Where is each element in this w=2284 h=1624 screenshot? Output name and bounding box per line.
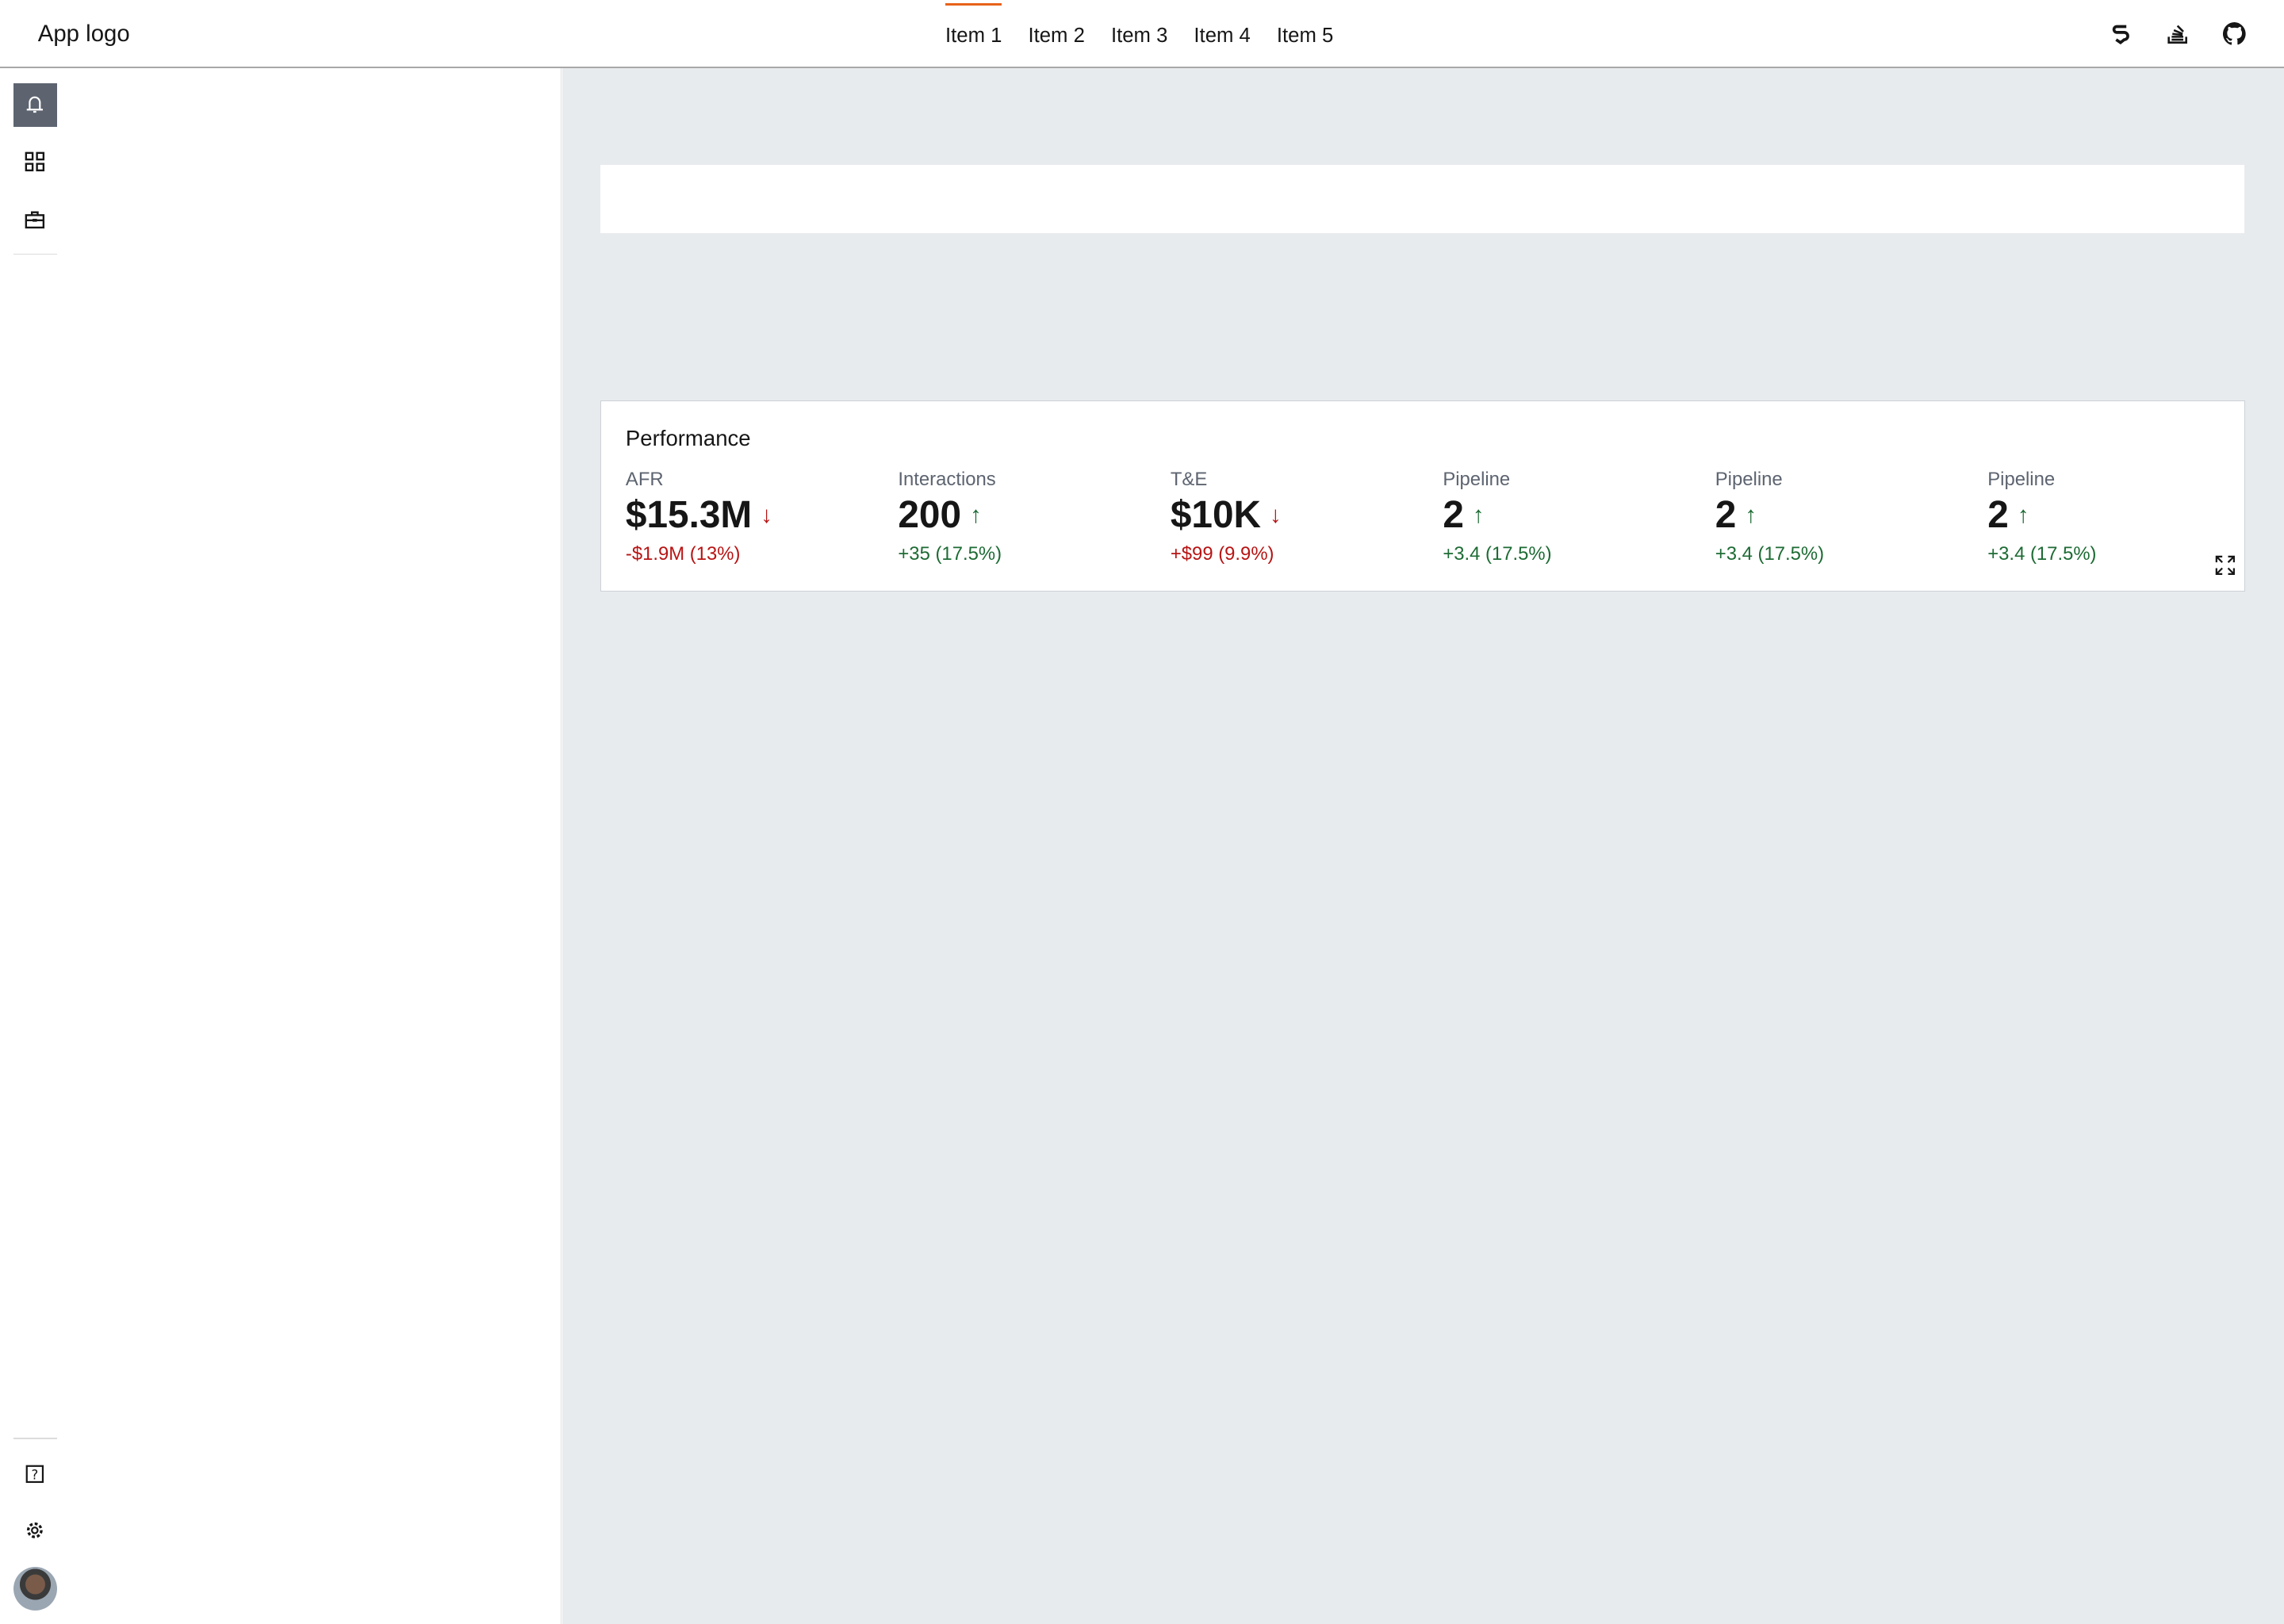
kpi-value-text: 2 — [1443, 494, 1464, 537]
dashboard-button[interactable] — [13, 140, 57, 183]
avatar[interactable] — [13, 1567, 57, 1611]
rail-divider — [13, 1437, 57, 1439]
performance-card: Performance AFR $15.3M ↓ -$1.9M (13%) Inte… — [600, 400, 2245, 592]
kpi-label: Pipeline — [1443, 468, 1511, 490]
kpi-tile: T&E $10K ↓ +$99 (9.9%) — [1171, 469, 1433, 565]
kpi-tile: Pipeline 2 ↑ +3.4 (17.5%) — [1987, 469, 2250, 565]
kpi-label: Interactions — [898, 468, 996, 490]
arrow-up-icon: ↑ — [970, 501, 982, 528]
help-button[interactable]: ? — [13, 1452, 57, 1496]
github-icon[interactable] — [2220, 17, 2249, 49]
settings-button[interactable] — [13, 1509, 57, 1553]
kpi-delta: +$99 (9.9%) — [1170, 542, 1274, 565]
kpi-tile: Pipeline 2 ↑ +3.4 (17.5%) — [1715, 469, 1978, 565]
banner-panel — [600, 164, 2245, 233]
kpi-value-text: $15.3M — [625, 494, 753, 537]
kpi-tile: Pipeline 2 ↑ +3.4 (17.5%) — [1443, 469, 1705, 565]
kpi-delta: +35 (17.5%) — [898, 542, 1002, 565]
kpi-value: $10K ↓ — [1171, 493, 1433, 537]
arrow-down-icon: ↓ — [1270, 501, 1282, 528]
kpi-value: 2 ↑ — [1987, 493, 2250, 537]
kpi-label: Pipeline — [1715, 468, 1783, 490]
help-icon: ? — [25, 1465, 44, 1483]
app-logo[interactable]: App logo — [37, 20, 130, 47]
kpi-tile: AFR $15.3M ↓ -$1.9M (13%) — [626, 469, 888, 565]
kpi-label: Pipeline — [1987, 468, 2056, 490]
s-shield-icon[interactable] — [2106, 17, 2136, 49]
card-title: Performance — [625, 426, 751, 451]
kpi-value-text: 2 — [1715, 494, 1737, 537]
kpi-value: 2 ↑ — [1715, 493, 1978, 537]
kpi-value: 200 ↑ — [898, 493, 1160, 537]
sidebar: ? — [0, 68, 562, 1624]
arrow-down-icon: ↓ — [761, 501, 772, 528]
portfolio-button[interactable] — [13, 198, 57, 242]
kpi-label: T&E — [1170, 468, 1208, 490]
main-content: Performance AFR $15.3M ↓ -$1.9M (13%) Inte… — [561, 68, 2284, 1624]
kpi-value: 2 ↑ — [1443, 493, 1705, 537]
kpi-value-text: $10K — [1170, 494, 1261, 537]
nav-item-1[interactable]: Item 1 — [932, 0, 1014, 67]
stackoverflow-icon[interactable] — [2163, 17, 2193, 49]
kpi-delta: -$1.9M (13%) — [625, 542, 741, 565]
nav-item-4[interactable]: Item 4 — [1194, 25, 1251, 47]
kpi-delta: +3.4 (17.5%) — [1443, 542, 1552, 565]
notifications-button[interactable] — [13, 82, 57, 127]
arrow-up-icon: ↑ — [1472, 501, 1485, 528]
grid-icon — [25, 151, 45, 172]
settings-icon — [27, 1522, 43, 1539]
svg-text:?: ? — [32, 1467, 39, 1482]
nav-item-5[interactable]: Item 5 — [1276, 25, 1334, 47]
nav-item-2[interactable]: Item 2 — [1028, 25, 1085, 47]
kpi-tile: Interactions 200 ↑ +35 (17.5%) — [898, 469, 1160, 565]
nav-item-3[interactable]: Item 3 — [1110, 25, 1168, 47]
kpi-value: $15.3M ↓ — [626, 493, 888, 537]
expand-icon[interactable] — [2215, 555, 2236, 582]
top-header: App logo Item 1 Item 2 Item 3 Item 4 Ite… — [0, 0, 2284, 69]
arrow-up-icon: ↑ — [2017, 501, 2029, 528]
arrow-up-icon: ↑ — [1745, 501, 1757, 528]
kpi-value-text: 2 — [1987, 494, 2009, 537]
kpi-label: AFR — [625, 468, 664, 490]
kpi-delta: +3.4 (17.5%) — [1987, 542, 2097, 565]
bell-icon — [26, 96, 44, 113]
briefcase-icon — [25, 211, 45, 229]
top-nav: Item 1 Item 2 Item 3 Item 4 Item 5 — [932, 0, 1346, 67]
kpi-delta: +3.4 (17.5%) — [1715, 542, 1825, 565]
kpi-value-text: 200 — [898, 494, 962, 537]
rail-divider — [13, 253, 57, 255]
